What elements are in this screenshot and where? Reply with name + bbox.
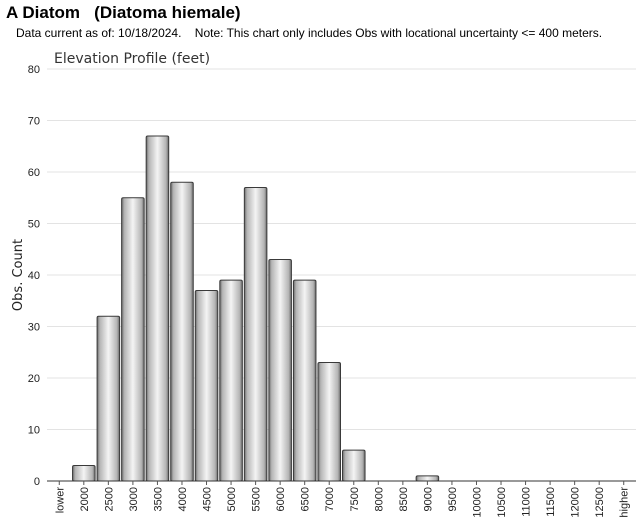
bar-6000 — [268, 259, 292, 482]
x-tick-label: 3000 — [128, 487, 140, 511]
y-tick-label: 30 — [28, 322, 40, 334]
bar-9000 — [415, 475, 440, 482]
bar-4500 — [194, 289, 219, 482]
page-title: A Diatom (Diatoma hiemale) — [6, 3, 241, 22]
y-tick-label: 60 — [28, 167, 40, 179]
x-tick-label: 5000 — [226, 487, 238, 511]
bar-7000 — [317, 362, 342, 482]
x-tick-label: 12500 — [594, 487, 606, 518]
bar-3500 — [145, 135, 170, 482]
x-ticks: lower 2000 2500 3000 3500 4000 4500 5000 5500 600… — [54, 481, 631, 518]
x-tick-label: 10000 — [471, 487, 483, 518]
y-tick-label: 0 — [34, 476, 40, 488]
x-tick-label: 7000 — [324, 487, 336, 511]
bar-3000 — [121, 197, 145, 482]
bar-2500 — [96, 315, 121, 482]
y-tick-label: 50 — [28, 219, 40, 231]
y-ticks: 0 10 20 30 40 50 60 70 80 — [28, 64, 40, 488]
y-tick-label: 10 — [28, 425, 40, 437]
data-note: Data current as of: 10/18/2024. Note: Th… — [16, 26, 603, 40]
bar-5500 — [243, 186, 268, 482]
x-tick-label: 7500 — [349, 487, 361, 511]
bar-2000 — [72, 465, 96, 482]
bar-5000 — [219, 279, 243, 482]
x-tick-label: 12000 — [570, 487, 582, 518]
x-tick-label: higher — [619, 487, 631, 518]
x-tick-label: 5500 — [251, 487, 263, 511]
gridlines — [47, 68, 636, 430]
y-axis-label: Obs. Count — [11, 239, 26, 311]
x-tick-label: 11500 — [545, 487, 557, 517]
x-tick-label: 2000 — [79, 487, 91, 511]
x-tick-label: 2500 — [103, 487, 115, 511]
x-tick-label: 9000 — [422, 487, 434, 511]
x-tick-label: 3500 — [152, 487, 164, 511]
x-tick-label: 4500 — [202, 487, 214, 511]
x-tick-label: lower — [54, 487, 66, 514]
x-tick-label: 10500 — [496, 487, 508, 518]
x-tick-label: 8000 — [373, 487, 385, 511]
x-tick-label: 8500 — [398, 487, 410, 511]
x-tick-label: 6000 — [275, 487, 287, 511]
y-tick-label: 80 — [28, 64, 40, 76]
x-tick-label: 4000 — [177, 487, 189, 511]
bar-6500 — [292, 279, 317, 482]
y-tick-label: 20 — [28, 373, 40, 385]
x-tick-label: 9500 — [447, 487, 459, 511]
bar-4000 — [170, 181, 194, 482]
y-tick-label: 40 — [28, 270, 40, 282]
x-tick-label: 6500 — [300, 487, 312, 511]
y-tick-label: 70 — [28, 116, 40, 128]
bar-7500 — [342, 449, 366, 482]
x-tick-label: 11000 — [521, 487, 533, 517]
chart-title: Elevation Profile (feet) — [54, 51, 210, 67]
